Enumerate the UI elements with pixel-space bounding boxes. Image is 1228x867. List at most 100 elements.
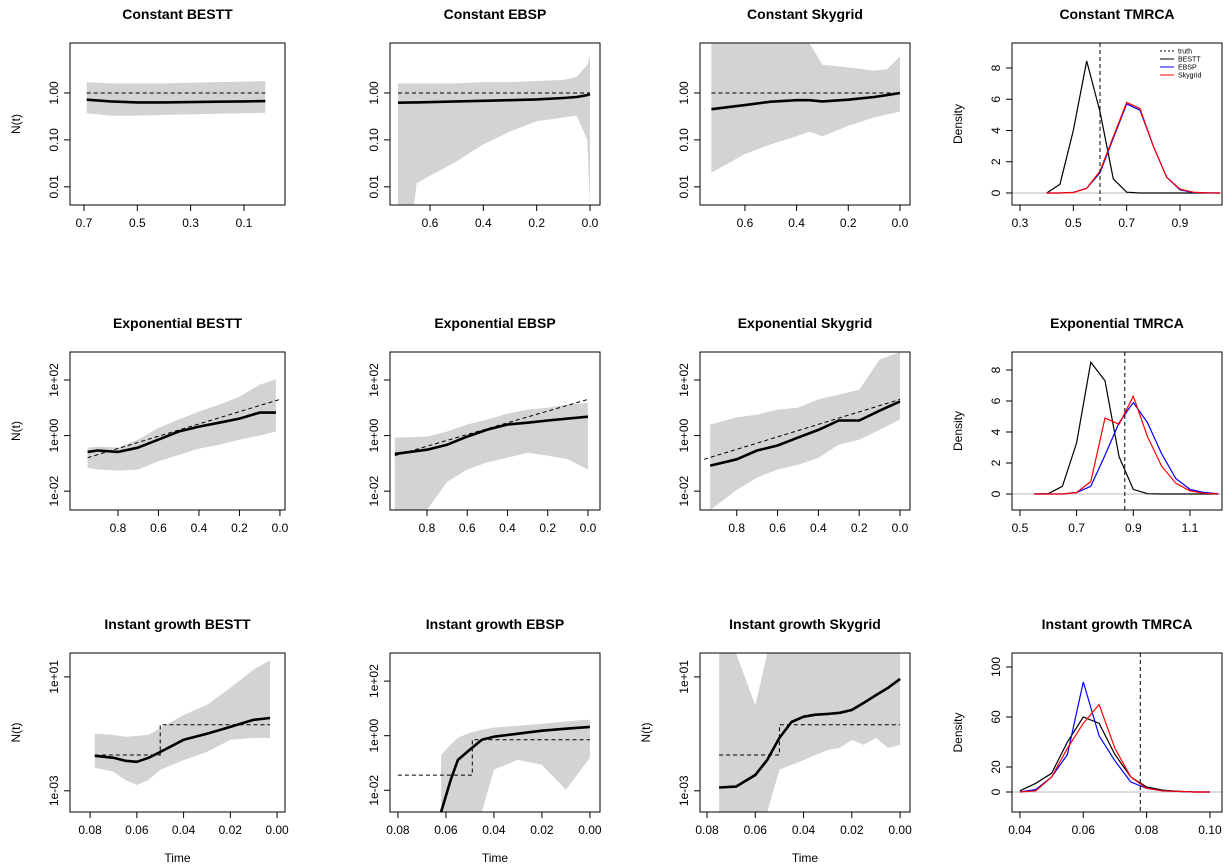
y-axis-label: N(t) [9, 114, 23, 134]
truth-line [719, 724, 901, 756]
x-tick-label: 0.10 [1198, 823, 1222, 837]
x-tick-label: 0.6 [737, 216, 754, 230]
y-tick-label: 0 [989, 788, 1003, 795]
plot-area [86, 81, 266, 116]
median-line [711, 91, 901, 111]
plot-area [711, 43, 901, 173]
y-tick-label: 4 [989, 428, 1003, 435]
plot-area [94, 660, 271, 785]
panel: Exponential Skygrid 0.8 0.6 0.4 0.2 0.0 1e-02 1… [677, 315, 911, 535]
y-tick-label: 1e+00 [677, 418, 691, 452]
y-tick-label: 0.10 [677, 128, 691, 152]
x-tick-label: 0.0 [580, 521, 597, 535]
panel-title: Constant TMRCA [1059, 6, 1174, 22]
panel-title: Instant growth BESTT [104, 616, 251, 632]
x-tick-label: 0.6 [769, 521, 786, 535]
x-tick-label: 0.06 [434, 823, 458, 837]
x-tick-label: 0.1 [236, 216, 253, 230]
plot-area [1012, 43, 1222, 205]
truth-line [94, 724, 270, 756]
y-tick-label: 2 [989, 158, 1003, 165]
y-axis-label: N(t) [9, 723, 23, 743]
y-tick-label: 1e+00 [367, 719, 381, 753]
x-tick-label: 0.06 [744, 823, 768, 837]
y-tick-label: 0.01 [367, 175, 381, 199]
x-axis-label: Time [164, 851, 191, 865]
x-axis-label: Time [792, 851, 819, 865]
panel: Constant BESTT N(t) 0.7 0.5 0.3 0.1 0.01 0.10 1.… [9, 6, 286, 230]
median-line [87, 411, 276, 454]
x-tick-label: 0.06 [1072, 823, 1096, 837]
credible-band [719, 653, 901, 812]
x-tick-label: 0.4 [788, 216, 805, 230]
panel: Exponential BESTT N(t) 0.8 0.6 0.4 0.2 0.0 1e-0… [9, 315, 289, 535]
panel: Exponential TMRCA Density 0.5 0.7 0.9 1.1 0 2 4 6… [951, 315, 1223, 535]
density-line [1034, 401, 1219, 495]
median-line [394, 415, 589, 456]
plot-frame [1011, 42, 1223, 206]
panel-title: Instant growth EBSP [426, 616, 564, 632]
x-tick-label: 0.0 [582, 216, 599, 230]
median-line [709, 400, 901, 467]
x-tick-label: 0.7 [76, 216, 93, 230]
x-tick-label: 0.6 [459, 521, 476, 535]
y-tick-label: 1e-02 [367, 476, 381, 507]
legend-label: truth [1178, 49, 1192, 56]
y-tick-label: 1e+02 [677, 363, 691, 397]
plot-frame [699, 652, 911, 813]
y-tick-label: 8 [989, 64, 1003, 71]
x-tick-label: 0.4 [810, 521, 827, 535]
y-tick-label: 6 [989, 96, 1003, 103]
panel: Instant growth TMRCA Density 0.04 0.06 0.08 0… [951, 616, 1223, 837]
y-tick-label: 60 [989, 710, 1003, 724]
x-tick-label: 0.04 [172, 823, 196, 837]
x-tick-label: 0.00 [578, 823, 602, 837]
median-line [397, 92, 591, 104]
x-tick-label: 0.5 [1012, 521, 1029, 535]
x-tick-label: 0.7 [1118, 216, 1135, 230]
y-tick-label: 1e-02 [367, 775, 381, 806]
x-tick-label: 0.2 [851, 521, 868, 535]
panel-title: Constant Skygrid [747, 6, 863, 22]
density-line [1034, 394, 1219, 495]
y-tick-label: 2 [989, 459, 1003, 466]
panel: Instant growth EBSP Time 0.08 0.06 0.04 0.02 0… [367, 616, 602, 865]
y-tick-label: 8 [989, 366, 1003, 373]
x-tick-label: 0.02 [840, 823, 864, 837]
x-tick-label: 0.4 [475, 216, 492, 230]
x-tick-label: 0.2 [840, 216, 857, 230]
y-axis-label: Density [951, 411, 965, 451]
median-line [719, 677, 901, 789]
x-tick-label: 0.9 [1172, 216, 1189, 230]
density-line [1034, 360, 1219, 495]
x-axis-label: Time [482, 851, 509, 865]
x-tick-label: 0.6 [150, 521, 167, 535]
x-tick-label: 0.8 [110, 521, 127, 535]
panel: Constant Skygrid 0.6 0.4 0.2 0.0 0.01 0.10 1.00 [677, 6, 911, 230]
y-axis-label: Density [951, 104, 965, 144]
y-tick-label: 1e+02 [367, 664, 381, 698]
legend-label: BESTT [1178, 57, 1201, 64]
median-line [86, 98, 266, 104]
y-tick-label: 1e+02 [47, 363, 61, 397]
x-tick-label: 0.02 [219, 823, 243, 837]
truth-line [703, 398, 901, 460]
y-tick-label: 1e+00 [47, 418, 61, 452]
x-tick-label: 0.9 [1125, 521, 1142, 535]
x-tick-label: 0.08 [386, 823, 410, 837]
y-tick-label: 1e+02 [367, 363, 381, 397]
x-tick-label: 0.3 [1012, 216, 1029, 230]
plot-frame [699, 351, 911, 511]
y-tick-label: 0 [989, 189, 1003, 196]
plot-frame [1011, 351, 1223, 511]
plot-frame [69, 652, 286, 813]
panel: Instant growth BESTT N(t) Time 0.08 0.06 0.04… [9, 616, 289, 865]
panel-title: Exponential TMRCA [1050, 315, 1184, 331]
x-tick-label: 0.08 [78, 823, 102, 837]
y-tick-label: 1e+00 [367, 418, 381, 452]
panel: Instant growth Skygrid N(t) Time 0.08 0.06 0.… [639, 616, 912, 865]
x-tick-label: 0.2 [539, 521, 556, 535]
median-line [94, 716, 271, 764]
